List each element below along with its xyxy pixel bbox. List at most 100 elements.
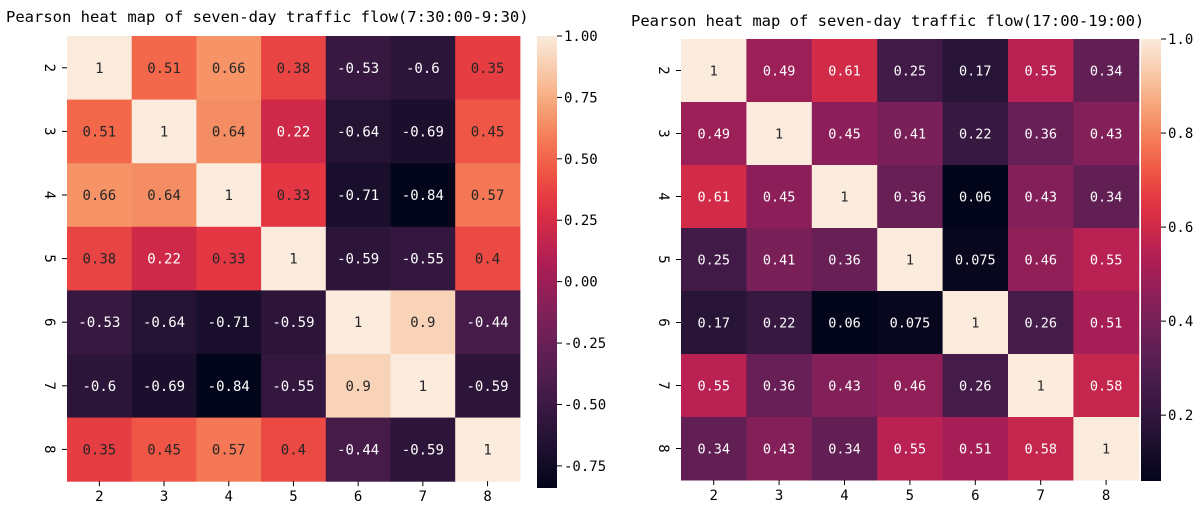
cell-value-label: 0.38: [82, 252, 116, 268]
heatmap-cell: [746, 228, 813, 292]
cell-value-label: 0.49: [763, 64, 796, 80]
cell-value-label: 0.45: [147, 442, 181, 458]
y-tick-label: 5: [41, 254, 57, 262]
heatmap-cell: [325, 226, 391, 291]
x-tick-label: 7: [419, 489, 427, 505]
cell-value-label: 0.34: [697, 442, 730, 458]
cell-value-label: 0.61: [828, 64, 861, 80]
cell-value-label: 1: [710, 64, 718, 80]
cell-value-label: 0.25: [697, 253, 730, 269]
heatmap-cell: [261, 99, 327, 164]
heatmap-cell: [746, 102, 813, 166]
heatmap-cell: [261, 226, 327, 291]
heatmap-cell: [681, 228, 747, 292]
colorbar-tick-label: -0.50: [564, 397, 606, 413]
cell-value-label: 0.55: [1024, 64, 1057, 80]
heatmap-cell: [261, 290, 327, 355]
heatmap-cell: [196, 417, 262, 482]
cell-value-label: -0.59: [402, 442, 444, 458]
cell-value-label: 0.45: [763, 190, 796, 206]
heatmap-cell: [196, 163, 262, 228]
heatmap-cell: [390, 226, 456, 291]
cell-value-label: 0.38: [277, 61, 311, 77]
cell-value-label: -0.55: [272, 379, 314, 395]
y-tick-label: 8: [41, 445, 57, 453]
heatmap-cell: [67, 36, 133, 101]
heatmap-cell: [390, 99, 456, 164]
cell-value-label: -0.53: [337, 61, 379, 77]
y-tick-label: 7: [655, 381, 671, 389]
cell-value-label: 0.64: [147, 188, 181, 204]
x-tick-label: 4: [225, 489, 233, 505]
cell-value-label: 0.25: [894, 64, 927, 80]
cell-value-label: 0.36: [894, 190, 927, 206]
cell-value-label: -0.84: [402, 188, 444, 204]
cell-value-label: -0.44: [466, 315, 508, 331]
heatmap-cell: [67, 354, 133, 419]
heatmap-cell: [261, 163, 327, 228]
heatmap-cell: [746, 165, 813, 229]
cell-value-label: 0.46: [894, 379, 927, 395]
heatmap-cell: [325, 290, 391, 355]
heatmap-cell: [131, 290, 197, 355]
heatmap-cell: [811, 102, 878, 166]
y-tick-label: 7: [41, 382, 57, 390]
heatmap-cell: [1008, 354, 1074, 418]
heatmap-cell: [67, 417, 133, 482]
cell-value-label: -0.59: [466, 379, 508, 395]
colorbar-tick-label: 0.6: [1168, 220, 1193, 236]
cell-value-label: 0.36: [763, 379, 796, 395]
heatmap-cell: [811, 39, 878, 103]
cell-value-label: 1: [775, 127, 783, 143]
cell-value-label: -0.69: [143, 379, 185, 395]
heatmap-cell: [1008, 165, 1074, 229]
x-tick-label: 7: [1036, 488, 1044, 504]
heatmap-cell: [942, 291, 1009, 355]
cell-value-label: 0.66: [82, 188, 116, 204]
cell-value-label: 0.41: [763, 253, 796, 269]
heatmap-cell: [261, 354, 327, 419]
heatmap-cell: [455, 417, 521, 482]
heatmap-cell: [746, 39, 813, 103]
heatmap-cell: [325, 163, 391, 228]
cell-value-label: -0.44: [337, 442, 379, 458]
heatmap-cell: [455, 290, 521, 355]
heatmap-cell: [877, 228, 944, 292]
cell-value-label: 0.43: [828, 379, 861, 395]
cell-value-label: -0.6: [82, 379, 116, 395]
heatmap-cell: [681, 165, 747, 229]
cell-value-label: 1: [160, 124, 168, 140]
cell-value-label: 1: [225, 188, 233, 204]
x-tick-label: 2: [95, 489, 103, 505]
cell-value-label: 1: [354, 315, 362, 331]
cell-value-label: 0.26: [1024, 316, 1057, 332]
heatmap-cell: [746, 417, 813, 481]
heatmap-cell: [455, 354, 521, 419]
cell-value-label: 0.45: [471, 124, 505, 140]
y-tick-label: 2: [655, 66, 671, 74]
cell-value-label: -0.69: [402, 124, 444, 140]
cell-value-label: 0.36: [828, 253, 861, 269]
colorbar-tick-label: 0.25: [564, 213, 598, 229]
cell-value-label: 0.22: [959, 127, 992, 143]
heatmap-cell: [67, 99, 133, 164]
heatmap-cell: [877, 354, 944, 418]
cell-value-label: 0.41: [894, 127, 927, 143]
heatmap-cell: [811, 228, 878, 292]
heatmap-cell: [455, 226, 521, 291]
cell-value-label: 0.075: [890, 316, 931, 332]
heatmap-cell: [390, 36, 456, 101]
cell-value-label: 0.51: [82, 124, 116, 140]
heatmap-cell: [1073, 354, 1140, 418]
heatmap-cell: [942, 228, 1009, 292]
cell-value-label: -0.6: [406, 61, 440, 77]
heatmap-cell: [196, 36, 262, 101]
heatmap-cell: [681, 39, 747, 103]
cell-value-label: 0.34: [1090, 64, 1123, 80]
heatmap-cell: [746, 291, 813, 355]
cell-value-label: 0.57: [471, 188, 505, 204]
cell-value-label: -0.71: [337, 188, 379, 204]
heatmap-cell: [455, 163, 521, 228]
y-tick-label: 5: [655, 255, 671, 263]
colorbar-tick-label: 0.00: [564, 275, 598, 291]
